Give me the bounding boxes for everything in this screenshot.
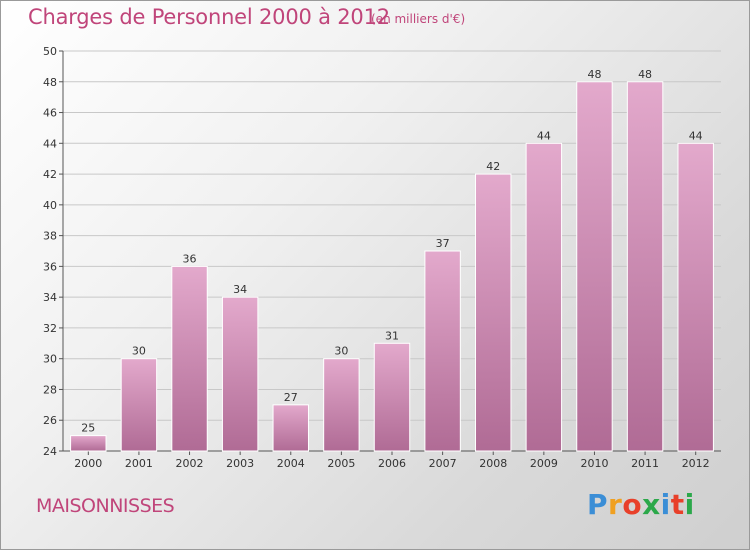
- y-tick-label: 42: [43, 168, 57, 181]
- bar-value-label: 30: [132, 345, 146, 358]
- y-tick-label: 38: [43, 230, 57, 243]
- bar-value-label: 37: [436, 237, 450, 250]
- x-tick-label: 2004: [277, 457, 305, 470]
- bar-value-label: 36: [183, 252, 197, 265]
- bar-value-label: 30: [334, 345, 348, 358]
- bar-value-label: 31: [385, 329, 399, 342]
- bars: [70, 81, 714, 452]
- logo-letter: t: [670, 488, 685, 521]
- bar[interactable]: [272, 404, 309, 452]
- logo-letter: r: [608, 488, 623, 521]
- bar[interactable]: [626, 81, 664, 452]
- y-tick-label: 46: [43, 107, 57, 120]
- y-tick-label: 34: [43, 291, 57, 304]
- x-tick-label: 2011: [631, 457, 659, 470]
- bar[interactable]: [424, 250, 461, 452]
- bar-value-label: 44: [537, 129, 551, 142]
- bar-value-label: 27: [284, 391, 298, 404]
- y-tick-label: 50: [43, 45, 57, 58]
- bar-value-label: 44: [689, 129, 703, 142]
- labels: 24 26 28 30 32 34 36 38 40 42 44 46 48 50 25 2000 30 2001…: [43, 45, 710, 470]
- bar-value-label: 25: [81, 422, 95, 435]
- y-tick-label: 24: [43, 445, 57, 458]
- x-tick-label: 2010: [580, 457, 608, 470]
- chart-title: Charges de Personnel 2000 à 2012: [28, 5, 390, 29]
- chart-subtitle: (en milliers d'€): [371, 12, 466, 26]
- commune-name: MAISONNISSES: [36, 495, 175, 517]
- bar-value-label: 48: [587, 68, 601, 81]
- x-tick-label: 2002: [176, 457, 204, 470]
- x-tick-label: 2003: [226, 457, 254, 470]
- x-tick-label: 2000: [74, 457, 102, 470]
- logo-letter: i: [660, 488, 671, 521]
- x-tick-label: 2012: [682, 457, 710, 470]
- y-tick-label: 26: [43, 414, 57, 427]
- x-tick-label: 2006: [378, 457, 406, 470]
- y-tick-label: 30: [43, 353, 57, 366]
- bar[interactable]: [373, 342, 411, 452]
- x-tick-label: 2001: [125, 457, 153, 470]
- logo-letter: i: [684, 488, 695, 521]
- y-tick-label: 40: [43, 199, 57, 212]
- y-tick-label: 32: [43, 322, 57, 335]
- bar[interactable]: [70, 435, 107, 452]
- y-tick-label: 28: [43, 383, 57, 396]
- x-tick-label: 2008: [479, 457, 507, 470]
- bar[interactable]: [576, 81, 613, 452]
- bar[interactable]: [221, 296, 259, 452]
- bar-value-label: 34: [233, 283, 247, 296]
- bar[interactable]: [171, 265, 208, 452]
- proxiti-logo[interactable]: Proxiti: [587, 488, 695, 521]
- bar[interactable]: [120, 358, 158, 452]
- x-tick-label: 2007: [429, 457, 457, 470]
- y-tick-label: 44: [43, 137, 57, 150]
- bar[interactable]: [323, 358, 360, 452]
- logo-letter: P: [587, 488, 609, 521]
- bar-value-label: 42: [486, 160, 500, 173]
- x-tick-label: 2005: [327, 457, 355, 470]
- y-tick-label: 48: [43, 76, 57, 89]
- x-tick-label: 2009: [530, 457, 558, 470]
- logo-letter: x: [642, 488, 661, 521]
- bar[interactable]: [677, 142, 714, 452]
- bar[interactable]: [475, 173, 512, 452]
- bar[interactable]: [525, 142, 563, 452]
- bar-value-label: 48: [638, 68, 652, 81]
- y-tick-label: 36: [43, 260, 57, 273]
- logo-letter: o: [622, 488, 643, 521]
